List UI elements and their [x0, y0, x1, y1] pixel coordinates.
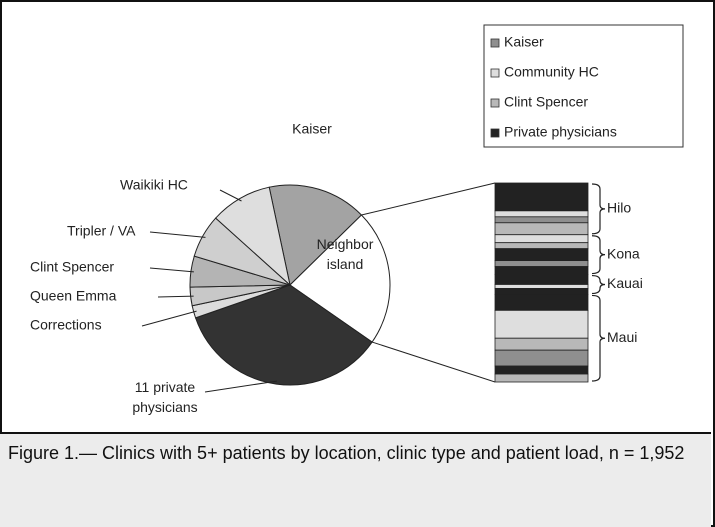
slice-label: Tripler / VA	[67, 223, 136, 239]
group-label: Maui	[607, 329, 637, 345]
slice-label: Kaiser	[292, 121, 332, 137]
legend-swatch	[490, 128, 500, 138]
bar-segment	[494, 284, 589, 289]
group-label: Hilo	[607, 200, 631, 216]
bar-segment	[494, 337, 589, 351]
pie-slice	[268, 184, 363, 286]
bar-segment	[494, 274, 589, 285]
legend-label: Private physicians	[504, 124, 617, 140]
bar-segment	[494, 216, 589, 224]
connector-line	[371, 341, 496, 383]
pie-slice	[194, 284, 373, 386]
bar-segment	[494, 373, 589, 383]
pie-slice	[289, 214, 391, 343]
bar-segment	[494, 222, 589, 236]
group-bracket	[591, 183, 606, 235]
legend-swatch	[490, 68, 500, 78]
slice-label: Clint Spencer	[30, 259, 114, 275]
leader-line	[149, 267, 194, 273]
pie-slice	[214, 186, 291, 287]
leader-line	[157, 295, 194, 298]
slice-label: Neighbor island	[317, 236, 374, 272]
bar-segment	[494, 365, 589, 375]
figure-caption: Figure 1.— Clinics with 5+ patients by l…	[0, 432, 711, 527]
legend-label: Community HC	[504, 64, 599, 80]
bar-segment	[494, 248, 589, 262]
legend-swatch	[490, 38, 500, 48]
bar-segment	[494, 266, 589, 275]
bar-segment	[494, 182, 589, 212]
connector-line	[361, 182, 496, 216]
bar-segment	[494, 242, 589, 250]
legend-label: Kaiser	[504, 34, 544, 50]
bar-segment	[494, 260, 589, 267]
group-bracket	[591, 235, 606, 275]
slice-label: 11 private physicians	[132, 379, 197, 415]
group-bracket	[591, 274, 606, 295]
group-label: Kona	[607, 245, 640, 261]
slice-label: Corrections	[30, 317, 102, 333]
slice-label: Queen Emma	[30, 288, 117, 304]
legend-box	[483, 24, 684, 148]
leader-line	[149, 231, 206, 238]
legend-swatch	[490, 98, 500, 108]
leader-line	[219, 189, 242, 202]
bar-segment	[494, 288, 589, 295]
bar-segment	[494, 294, 589, 311]
bar-segment	[494, 234, 589, 244]
legend-label: Clint Spencer	[504, 94, 588, 110]
bar-segment	[494, 309, 589, 339]
group-label: Kauai	[607, 275, 643, 291]
leader-line	[141, 310, 197, 327]
chart: Kaiser Neighbor island 11 private physicians…	[30, 24, 684, 415]
bar-segment	[494, 210, 589, 218]
leader-line	[204, 380, 277, 393]
group-bracket	[591, 294, 606, 382]
slice-label: Waikiki HC	[120, 177, 188, 193]
bar-segment	[494, 349, 589, 367]
